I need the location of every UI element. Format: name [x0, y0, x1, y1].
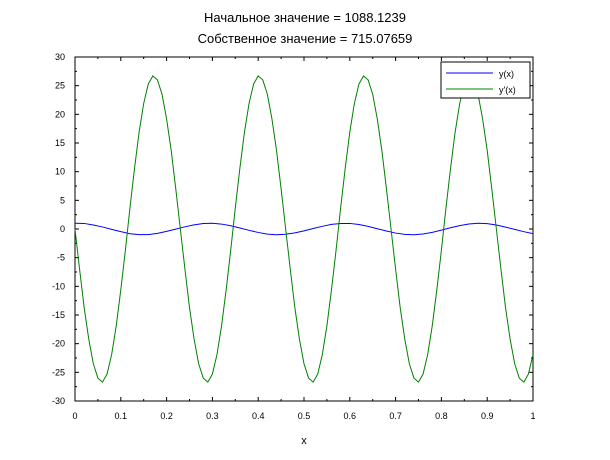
- y-tick-label: 5: [60, 195, 65, 205]
- x-tick-label: 0.4: [252, 411, 265, 421]
- y-tick-label: -5: [57, 253, 65, 263]
- y-tick-label: -15: [52, 310, 65, 320]
- y-tick-label: -30: [52, 396, 65, 406]
- legend-box: [440, 61, 531, 99]
- chart-title-line-1: Начальное значение = 1088.1239: [204, 10, 406, 25]
- x-tick-label: 0.8: [435, 411, 448, 421]
- series-line-y-prime: [74, 75, 534, 383]
- y-tick-label: 20: [55, 109, 65, 119]
- x-axis-ticks: 0 0.1 0.2 0.3 0.4 0.5 0.6 0.7 0.8 0.9 1: [72, 57, 536, 421]
- series-layer: [74, 75, 534, 383]
- x-tick-label: 0: [72, 411, 77, 421]
- x-tick-label: 0.7: [389, 411, 402, 421]
- y-axis-ticks: -30 -25 -20 -15 -10 -5 0 5 10 15 20 25 30: [52, 52, 533, 406]
- x-tick-label: 1: [530, 411, 535, 421]
- y-tick-label: -10: [52, 281, 65, 291]
- y-tick-label: -25: [52, 367, 65, 377]
- y-tick-label: -20: [52, 339, 65, 349]
- legend: y(x) y'(x): [440, 61, 531, 99]
- series-line-y: [74, 222, 534, 236]
- x-axis-label: x: [301, 435, 307, 447]
- x-tick-label: 0.6: [344, 411, 357, 421]
- x-tick-label: 0.5: [298, 411, 311, 421]
- y-tick-label: 0: [60, 224, 65, 234]
- plot-area: [74, 56, 534, 402]
- y-tick-label: 25: [55, 81, 65, 91]
- x-tick-label: 0.2: [160, 411, 173, 421]
- y-tick-label: 10: [55, 167, 65, 177]
- legend-label-y-prime: y'(x): [499, 85, 516, 95]
- legend-label-y: y(x): [499, 69, 514, 79]
- chart-title-line-2: Собственное значение = 715.07659: [197, 31, 413, 46]
- y-tick-label: 15: [55, 138, 65, 148]
- x-tick-label: 0.1: [115, 411, 128, 421]
- y-tick-label: 30: [55, 52, 65, 62]
- x-tick-label: 0.9: [481, 411, 494, 421]
- x-tick-label: 0.3: [206, 411, 219, 421]
